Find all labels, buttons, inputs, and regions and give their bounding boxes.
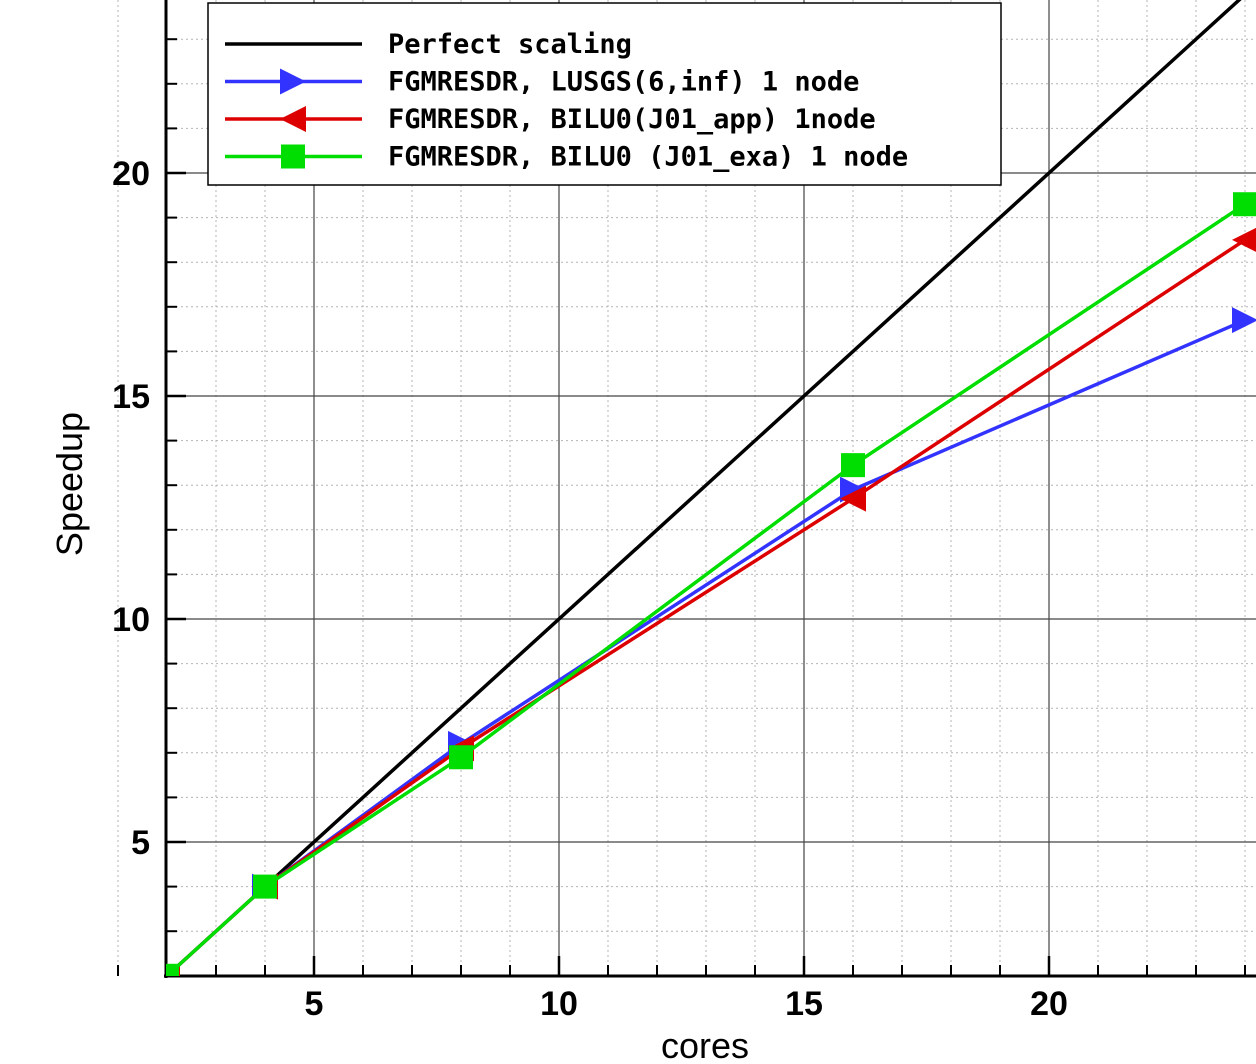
x-tick-label: 5 (305, 985, 324, 1023)
legend-entry-0: Perfect scaling (225, 29, 632, 60)
tick-labels: 5 10 15 20 5 10 15 20 (112, 155, 1068, 1023)
data-point (166, 963, 179, 976)
legend-entry-2: FGMRESDR, BILU0(J01_app) 1node (225, 104, 876, 135)
legend-label: FGMRESDR, LUSGS(6,inf) 1 node (388, 67, 859, 98)
data-point (280, 68, 306, 95)
x-tick-label: 10 (540, 985, 578, 1023)
x-axis-label: cores (661, 1025, 749, 1064)
x-tick-label: 20 (1030, 985, 1068, 1023)
y-tick-label: 10 (112, 601, 150, 639)
series-line (166, 318, 1246, 976)
x-tick-label: 15 (785, 985, 823, 1023)
legend: Perfect scaling FGMRESDR, LUSGS(6,inf) 1 … (207, 2, 1002, 186)
y-tick-label: 15 (112, 378, 150, 416)
series-2 (166, 227, 1256, 976)
legend-box (207, 2, 1002, 186)
series-line (263, 0, 1242, 888)
series-0 (263, 0, 1242, 888)
data-point (840, 485, 866, 512)
legend-label: Perfect scaling (388, 29, 632, 60)
legend-entry-3: FGMRESDR, BILU0 (J01_exa) 1 node (225, 142, 908, 173)
data-point (280, 106, 306, 132)
data-point (1233, 192, 1256, 217)
data-point (253, 874, 277, 899)
axes (164, 0, 1256, 978)
legend-entry-1: FGMRESDR, LUSGS(6,inf) 1 node (225, 67, 859, 98)
data-point (1232, 227, 1256, 252)
legend-label: FGMRESDR, BILU0 (J01_exa) 1 node (388, 142, 908, 173)
data-point (449, 745, 473, 770)
data-point (841, 453, 865, 478)
data-point (281, 144, 305, 169)
series-1 (166, 307, 1256, 976)
series-3 (166, 192, 1256, 976)
y-tick-label: 5 (131, 824, 150, 862)
y-tick-label: 20 (112, 155, 150, 193)
series-layer (166, 0, 1256, 976)
y-axis-label: Speedup (49, 412, 90, 556)
data-point (1232, 307, 1256, 334)
legend-label: FGMRESDR, BILU0(J01_app) 1node (388, 104, 876, 135)
